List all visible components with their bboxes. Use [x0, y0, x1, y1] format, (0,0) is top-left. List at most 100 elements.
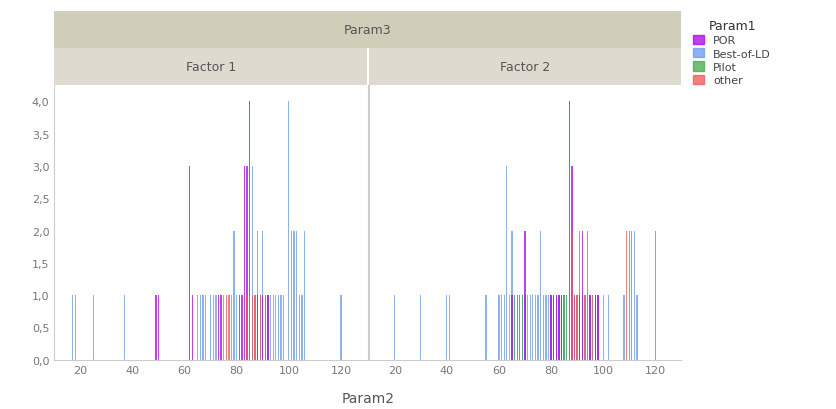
- Bar: [394, 295, 395, 360]
- Bar: [524, 231, 526, 360]
- Bar: [221, 295, 222, 360]
- Bar: [215, 295, 217, 360]
- Text: Factor 1: Factor 1: [186, 61, 236, 74]
- Bar: [259, 295, 261, 360]
- Bar: [212, 295, 214, 360]
- Bar: [340, 295, 342, 360]
- Bar: [93, 295, 94, 360]
- Bar: [592, 295, 594, 360]
- Text: Param2: Param2: [341, 391, 395, 405]
- Bar: [603, 295, 604, 360]
- Bar: [226, 295, 227, 360]
- Bar: [568, 295, 570, 360]
- Bar: [566, 295, 568, 360]
- Bar: [210, 295, 212, 360]
- Bar: [587, 231, 589, 360]
- Bar: [571, 166, 573, 360]
- Bar: [561, 295, 562, 360]
- Bar: [244, 166, 245, 360]
- Bar: [655, 231, 656, 360]
- Bar: [293, 231, 295, 360]
- Bar: [257, 231, 258, 360]
- Bar: [303, 231, 305, 360]
- Bar: [556, 295, 557, 360]
- Bar: [545, 295, 547, 360]
- Bar: [527, 295, 528, 360]
- Bar: [498, 295, 500, 360]
- Bar: [278, 295, 279, 360]
- Bar: [584, 295, 585, 360]
- Bar: [519, 295, 521, 360]
- Bar: [558, 295, 559, 360]
- Bar: [449, 295, 450, 360]
- Bar: [629, 231, 630, 360]
- Bar: [265, 295, 266, 360]
- Text: Factor 2: Factor 2: [500, 61, 550, 74]
- Bar: [301, 295, 303, 360]
- Bar: [582, 231, 583, 360]
- Bar: [275, 295, 277, 360]
- Bar: [608, 295, 609, 360]
- Bar: [233, 231, 235, 360]
- Bar: [561, 295, 562, 360]
- Bar: [218, 295, 219, 360]
- Bar: [249, 102, 251, 360]
- Bar: [228, 295, 230, 360]
- Bar: [296, 231, 298, 360]
- Bar: [558, 295, 559, 360]
- Bar: [191, 295, 193, 360]
- Bar: [636, 295, 638, 360]
- Bar: [514, 295, 515, 360]
- Bar: [568, 102, 570, 360]
- Bar: [634, 231, 635, 360]
- Bar: [563, 295, 565, 360]
- Bar: [239, 295, 240, 360]
- Bar: [252, 295, 253, 360]
- Bar: [589, 295, 591, 360]
- Bar: [589, 295, 591, 360]
- Bar: [563, 295, 565, 360]
- Text: Param3: Param3: [344, 24, 391, 37]
- Bar: [522, 295, 523, 360]
- Bar: [550, 295, 552, 360]
- Bar: [514, 295, 515, 360]
- Bar: [571, 231, 573, 360]
- Bar: [273, 295, 274, 360]
- Bar: [155, 295, 156, 360]
- Bar: [485, 295, 487, 360]
- Bar: [584, 295, 585, 360]
- Bar: [124, 295, 125, 360]
- Bar: [524, 295, 526, 360]
- Bar: [202, 295, 203, 360]
- Bar: [270, 295, 271, 360]
- Bar: [594, 295, 596, 360]
- Bar: [446, 295, 447, 360]
- Bar: [158, 295, 159, 360]
- Bar: [506, 166, 507, 360]
- Bar: [189, 166, 191, 360]
- Bar: [254, 295, 256, 360]
- Bar: [631, 231, 633, 360]
- Bar: [579, 231, 580, 360]
- Bar: [239, 295, 240, 360]
- Bar: [265, 295, 266, 360]
- Bar: [535, 295, 536, 360]
- Legend: POR, Best-of-LD, Pilot, other: POR, Best-of-LD, Pilot, other: [691, 18, 773, 88]
- Bar: [573, 295, 575, 360]
- Bar: [280, 295, 282, 360]
- Bar: [197, 295, 198, 360]
- Bar: [566, 295, 568, 360]
- Bar: [587, 295, 589, 360]
- Bar: [509, 295, 510, 360]
- Bar: [74, 295, 76, 360]
- Bar: [594, 295, 596, 360]
- Bar: [553, 295, 554, 360]
- Bar: [529, 295, 531, 360]
- Bar: [236, 295, 237, 360]
- Bar: [72, 295, 74, 360]
- Bar: [249, 295, 251, 360]
- Bar: [291, 231, 292, 360]
- Bar: [231, 295, 232, 360]
- Bar: [556, 295, 557, 360]
- Bar: [543, 295, 544, 360]
